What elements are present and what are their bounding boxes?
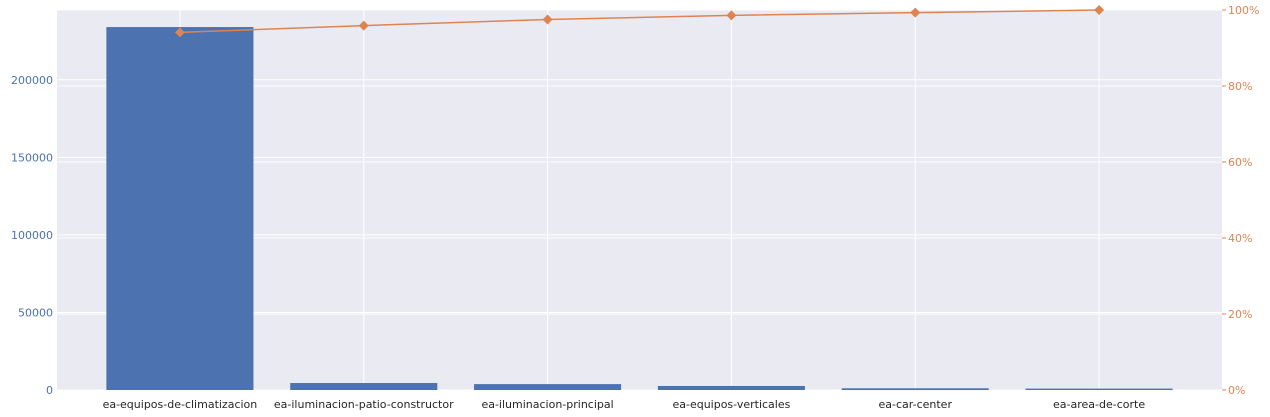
cumulative-point-ea-equipos-de-climatizacion — [174, 27, 185, 38]
left-y-axis: 0 50000 100000 150000 200000 — [11, 74, 53, 397]
right-tick-label: 60% — [1228, 156, 1252, 169]
right-y-axis: 0% 20% 40% 60% 80% 100% — [1222, 4, 1259, 397]
bar-ea-car-center — [841, 388, 989, 390]
right-tick-label: 80% — [1228, 80, 1252, 93]
bar-ea-area-de-corte — [1025, 388, 1173, 390]
right-tick-label: 0% — [1228, 384, 1245, 397]
x-tick-label: ea-iluminacion-principal — [481, 398, 613, 411]
left-tick-label: 0 — [46, 384, 53, 397]
right-tick-label: 100% — [1228, 4, 1259, 17]
left-tick-label: 200000 — [11, 74, 53, 87]
left-tick-label: 150000 — [11, 151, 53, 164]
cumulative-point-ea-equipos-verticales — [726, 10, 737, 21]
x-tick-label: ea-iluminacion-patio-constructor — [274, 398, 454, 411]
cumulative-point-ea-iluminacion-principal — [542, 14, 553, 25]
bar-series — [106, 27, 1173, 391]
left-tick-label: 100000 — [11, 229, 53, 242]
right-tick-label: 40% — [1228, 232, 1252, 245]
bar-ea-equipos-verticales — [657, 385, 805, 390]
cumulative-point-ea-area-de-corte — [1094, 5, 1105, 15]
bar-ea-equipos-de-climatizacion — [106, 27, 254, 391]
cumulative-line-series — [174, 5, 1105, 38]
x-tick-label: ea-equipos-de-climatizacion — [103, 398, 258, 411]
bar-ea-iluminacion-patio-constructor — [290, 383, 438, 390]
x-tick-label: ea-car-center — [879, 398, 953, 411]
right-tick-label: 20% — [1228, 308, 1252, 321]
bar-ea-iluminacion-principal — [474, 384, 622, 390]
x-axis: ea-equipos-de-climatizacion ea-iluminacio… — [103, 398, 1146, 411]
cumulative-point-ea-car-center — [910, 7, 921, 18]
x-tick-label: ea-equipos-verticales — [672, 398, 790, 411]
cumulative-point-ea-iluminacion-patio-constructor — [358, 20, 369, 31]
left-tick-label: 50000 — [18, 306, 53, 319]
cumulative-line — [179, 9, 1100, 34]
x-tick-label: ea-area-de-corte — [1053, 398, 1145, 411]
